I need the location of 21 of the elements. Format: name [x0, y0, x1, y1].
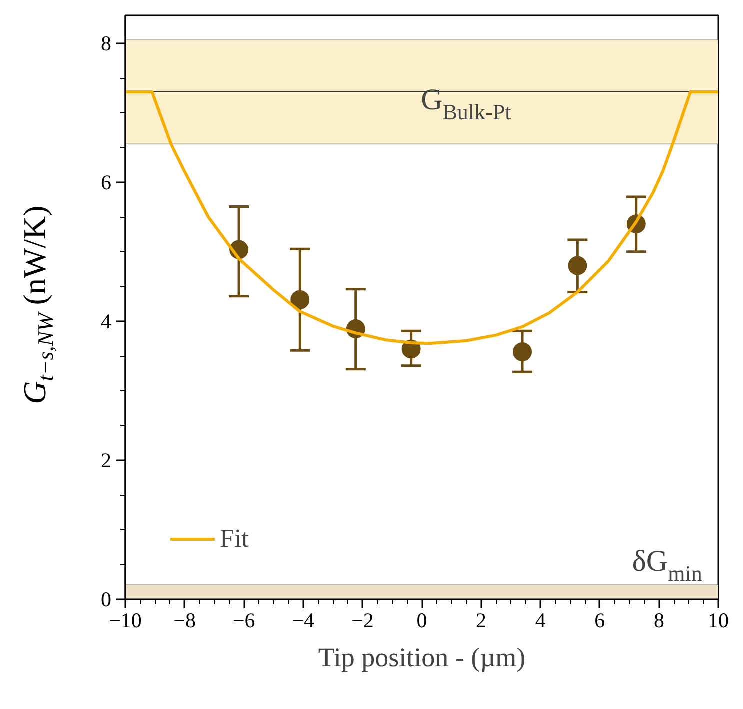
x-tick-label: 0: [416, 608, 428, 632]
legend-label: Fit: [220, 524, 249, 554]
x-tick-label: 8: [654, 608, 664, 632]
y-tick-label: 6: [101, 170, 112, 194]
x-tick-label: 10: [708, 608, 729, 632]
point: [568, 256, 588, 276]
x-tick-label: −4: [292, 608, 316, 632]
y-tick-label: 2: [101, 448, 112, 472]
x-tick-label: −2: [352, 608, 374, 632]
x-tick-label: −8: [174, 608, 196, 632]
x-tick-label: 4: [535, 608, 546, 632]
x-tick-label: 6: [594, 608, 606, 632]
x-axis-title: Tip position - (µm): [318, 642, 526, 672]
y-tick-label: 4: [101, 309, 112, 334]
y-tick-label: 8: [101, 31, 112, 56]
point: [513, 342, 532, 362]
y-tick-label: 0: [101, 588, 112, 612]
x-tick-label: 2: [476, 608, 487, 632]
x-tick-label: −10: [109, 608, 142, 632]
x-tick-label: −6: [232, 608, 256, 632]
point: [290, 290, 310, 310]
